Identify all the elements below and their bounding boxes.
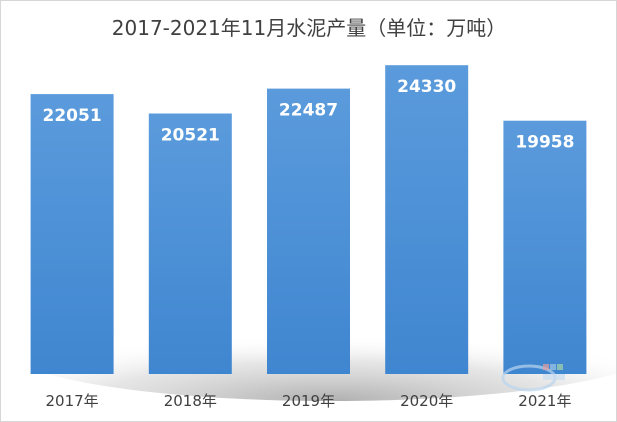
data-labels-group: 22051 20521 22487 24330 19958 bbox=[43, 77, 575, 153]
data-label-5: 19958 bbox=[515, 133, 574, 153]
data-label-3: 22487 bbox=[279, 101, 338, 121]
x-axis-ticks: 2017年 2018年 2019年 2020年 2021年 bbox=[46, 392, 572, 410]
bar-5 bbox=[503, 120, 587, 374]
bar-1 bbox=[30, 94, 114, 374]
x-tick-label-2: 2018年 bbox=[164, 392, 217, 410]
x-tick-label-4: 2020年 bbox=[400, 392, 453, 410]
watermark-logo-icon bbox=[501, 364, 565, 392]
chart-title: 2017-2021年11月水泥产量（单位：万吨） bbox=[112, 16, 506, 40]
data-label-1: 22051 bbox=[43, 106, 102, 126]
x-tick-label-1: 2017年 bbox=[46, 392, 99, 410]
x-tick-label-3: 2019年 bbox=[282, 392, 335, 410]
bars-group bbox=[30, 65, 587, 374]
bar-3 bbox=[267, 88, 350, 374]
data-label-4: 24330 bbox=[397, 77, 456, 97]
bar-2 bbox=[148, 113, 232, 374]
bar-4 bbox=[385, 65, 469, 374]
data-label-2: 20521 bbox=[161, 126, 220, 146]
x-tick-label-5: 2021年 bbox=[518, 392, 571, 410]
